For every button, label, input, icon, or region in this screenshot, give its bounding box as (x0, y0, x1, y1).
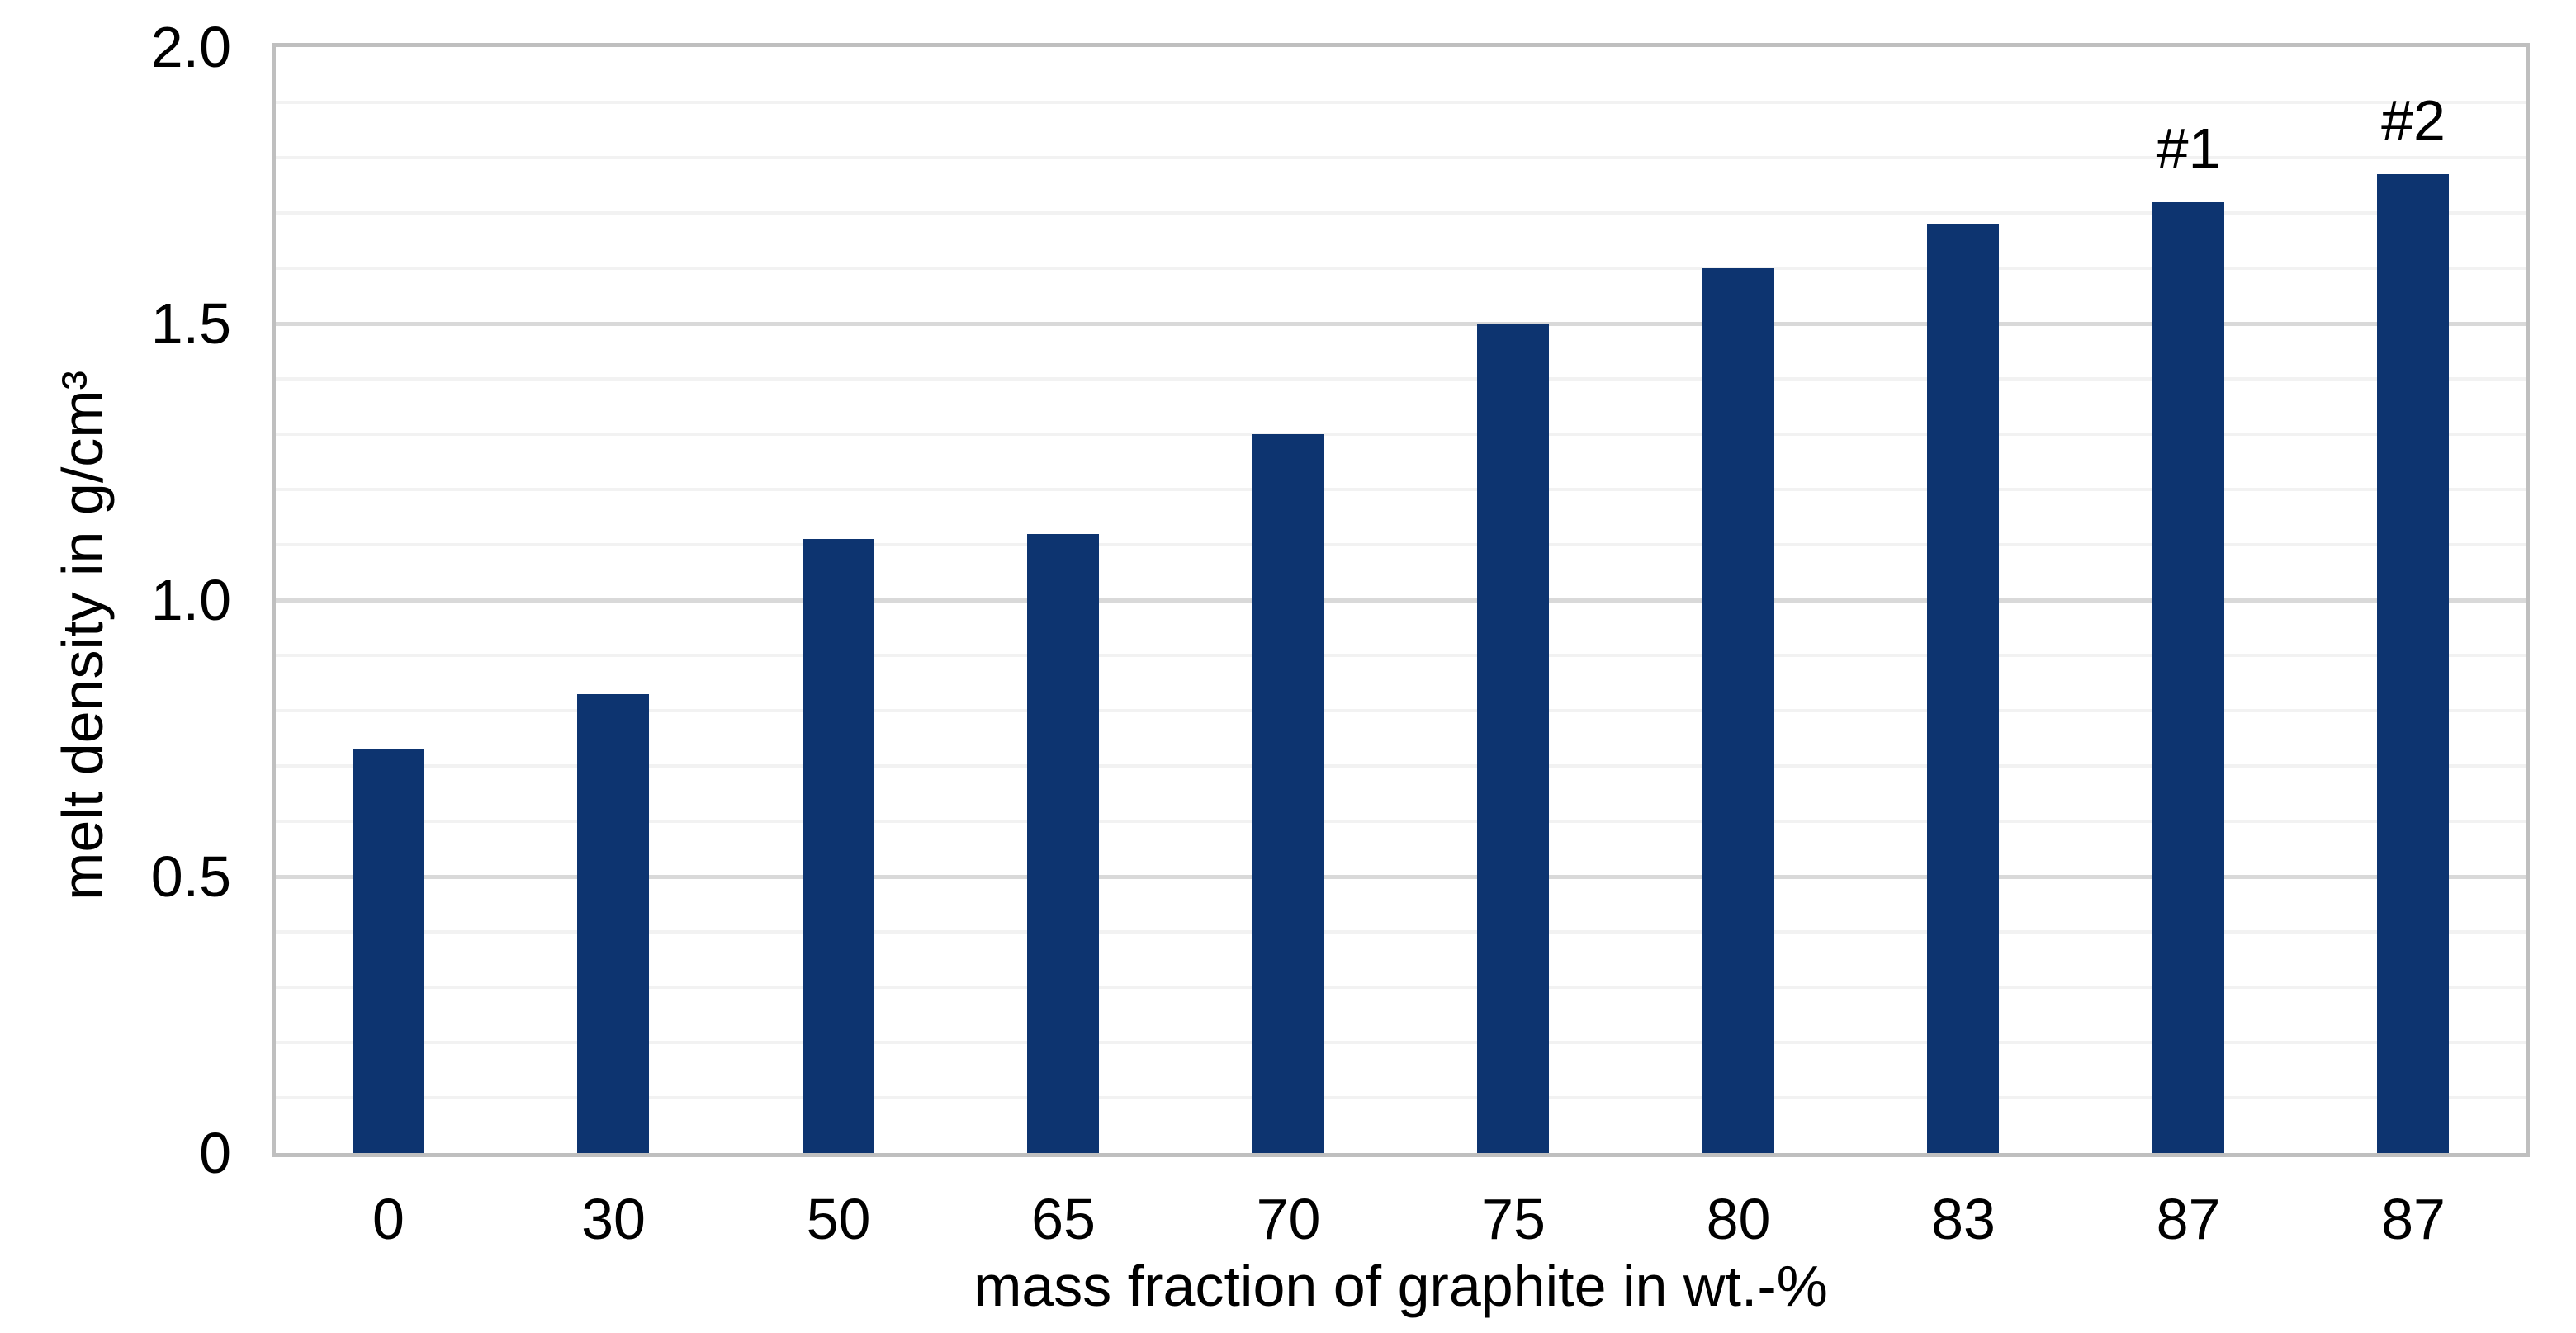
bar-3-x65 (1027, 533, 1100, 1153)
x-tick-label: 70 (1256, 1187, 1321, 1251)
x-tick-label: 50 (806, 1187, 871, 1251)
bar-8-x87 (2152, 201, 2224, 1153)
x-tick-label: 87 (2381, 1187, 2446, 1251)
minor-gridline (276, 654, 2526, 657)
y-tick-label: 0.5 (150, 844, 231, 909)
minor-gridline (276, 764, 2526, 768)
minor-gridline (276, 488, 2526, 491)
y-tick-label: 1.5 (150, 291, 231, 356)
bar-annotation: #2 (2381, 88, 2446, 154)
bar-9-x87 (2377, 174, 2450, 1153)
bar-7-x83 (1927, 224, 2000, 1153)
bar-2-x50 (802, 539, 874, 1153)
bar-1-x30 (577, 693, 650, 1153)
x-tick-label: 80 (1706, 1187, 1771, 1251)
minor-gridline (276, 930, 2526, 934)
x-tick-label: 83 (1931, 1187, 1996, 1251)
minor-gridline (276, 1096, 2526, 1099)
major-gridline (276, 598, 2526, 603)
x-tick-label: 75 (1481, 1187, 1546, 1251)
minor-gridline (276, 211, 2526, 215)
minor-gridline (276, 1041, 2526, 1044)
minor-gridline (276, 433, 2526, 436)
major-gridline (276, 321, 2526, 326)
bar-0-x0 (352, 749, 424, 1153)
plot-area (276, 47, 2526, 1153)
x-tick-label: 87 (2156, 1187, 2221, 1251)
y-tick-label: 1.0 (150, 568, 231, 632)
minor-gridline (276, 986, 2526, 989)
minor-gridline (276, 156, 2526, 159)
y-axis-title: melt density in g/cm³ (50, 371, 115, 900)
major-gridline (276, 874, 2526, 879)
minor-gridline (276, 377, 2526, 381)
minor-gridline (276, 820, 2526, 823)
minor-gridline (276, 267, 2526, 270)
minor-gridline (276, 709, 2526, 712)
y-tick-label: 0 (199, 1121, 231, 1185)
x-tick-label: 30 (581, 1187, 646, 1251)
bar-6-x80 (1702, 268, 1774, 1153)
x-axis-title: mass fraction of graphite in wt.-% (973, 1254, 1828, 1318)
x-tick-label: 0 (372, 1187, 405, 1251)
bar-4-x70 (1252, 434, 1324, 1153)
bar-annotation: #1 (2156, 116, 2221, 181)
y-tick-label: 2.0 (150, 15, 231, 79)
x-tick-label: 65 (1031, 1187, 1096, 1251)
minor-gridline (276, 543, 2526, 546)
bar-5-x75 (1477, 324, 1550, 1153)
minor-gridline (276, 101, 2526, 104)
